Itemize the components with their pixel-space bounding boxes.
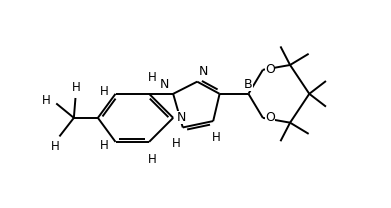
Text: H: H [72,81,81,94]
Text: H: H [148,153,157,166]
Text: N: N [176,111,186,124]
Text: H: H [100,139,108,152]
Text: N: N [160,78,169,91]
Text: H: H [172,137,181,150]
Text: H: H [148,71,157,84]
Text: H: H [100,85,108,98]
Text: H: H [51,140,60,153]
Text: H: H [212,131,221,144]
Text: B: B [244,78,253,91]
Text: H: H [42,94,50,107]
Text: N: N [199,65,208,78]
Text: O: O [265,111,274,124]
Text: O: O [265,63,274,76]
